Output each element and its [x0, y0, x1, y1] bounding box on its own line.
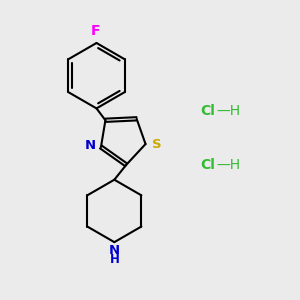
Text: —H: —H: [217, 104, 241, 118]
Text: Cl: Cl: [200, 158, 215, 172]
Text: F: F: [90, 24, 100, 38]
Text: N: N: [85, 139, 96, 152]
Text: H: H: [110, 254, 119, 266]
Text: —H: —H: [217, 158, 241, 172]
Text: N: N: [109, 244, 120, 256]
Text: S: S: [152, 138, 162, 151]
Text: Cl: Cl: [200, 104, 215, 118]
